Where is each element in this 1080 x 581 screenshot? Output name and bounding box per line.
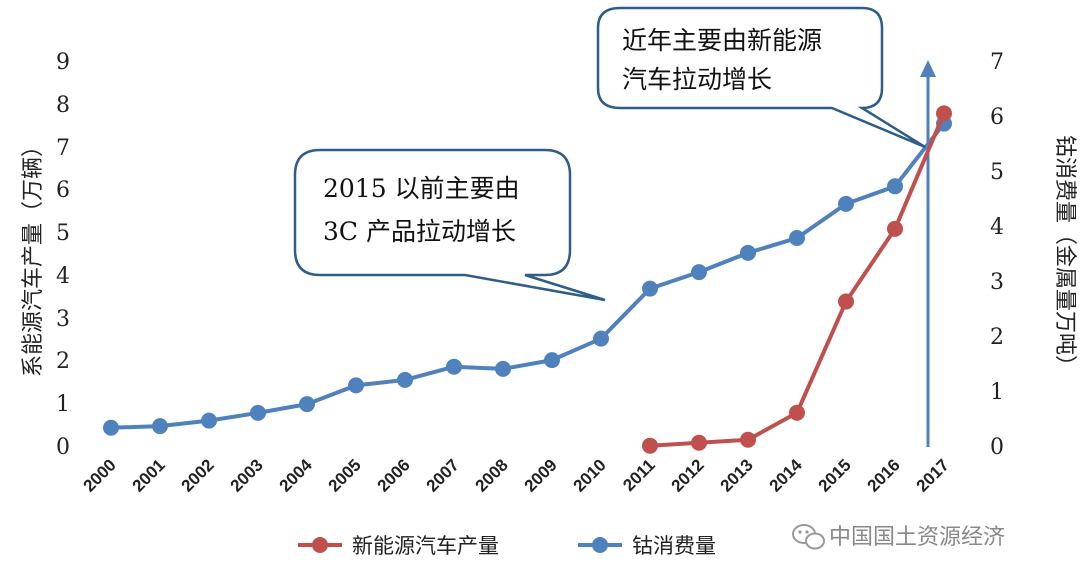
y-right-tick: 0 — [990, 435, 1004, 460]
y-left-tick: 0 — [56, 435, 70, 460]
data-point — [691, 264, 707, 281]
y-right-tick: 1 — [990, 380, 1004, 405]
callout-3c: 2015 以前主要由 3C 产品拉动增长 — [293, 148, 606, 302]
wechat-icon — [792, 524, 825, 550]
right-axis-title: 钴消费量（金属量万吨） — [1052, 135, 1077, 377]
x-tick: 2015 — [815, 455, 855, 495]
series-line — [110, 122, 946, 430]
x-tick: 2009 — [521, 455, 561, 495]
series-nev — [642, 105, 952, 454]
data-point — [936, 105, 952, 122]
x-tick: 2006 — [374, 455, 414, 495]
x-tick: 2017 — [913, 455, 953, 495]
x-tick: 2010 — [570, 455, 610, 495]
x-tick: 2004 — [276, 455, 317, 496]
watermark: 中国国土资源经济 — [792, 524, 1005, 550]
x-tick: 2003 — [227, 455, 267, 495]
left-axis-title: 系能源汽车产量（万辆） — [21, 135, 46, 377]
left-y-axis-ticks: 0 1 2 3 4 5 6 7 8 9 — [56, 50, 70, 460]
callout-nev: 近年主要由新能源 汽车拉动增长 — [596, 6, 926, 149]
data-point — [103, 419, 119, 436]
legend: 新能源汽车产量 钴消费量 — [298, 534, 716, 558]
data-point — [348, 377, 364, 394]
data-point — [250, 404, 266, 421]
data-point — [642, 437, 658, 454]
y-right-tick: 5 — [990, 160, 1004, 185]
legend-item-nev: 新能源汽车产量 — [298, 534, 499, 558]
callout-nev-line2: 汽车拉动增长 — [622, 65, 772, 94]
series-cobalt — [103, 115, 952, 436]
right-y-axis-ticks: 0 1 2 3 4 5 6 7 — [990, 50, 1004, 460]
y-left-tick: 9 — [56, 50, 70, 75]
data-point — [838, 293, 854, 310]
data-point — [838, 195, 854, 212]
y-left-tick: 5 — [56, 221, 70, 246]
x-tick: 2012 — [668, 455, 708, 495]
series-layer — [103, 105, 952, 454]
data-point — [887, 178, 903, 195]
callout-nev-line1: 近年主要由新能源 — [622, 26, 822, 55]
y-right-tick: 3 — [990, 270, 1004, 295]
legend-label-nev: 新能源汽车产量 — [352, 534, 499, 558]
x-tick: 2013 — [717, 455, 757, 495]
legend-marker-cobalt — [592, 537, 608, 553]
y-left-tick: 2 — [56, 349, 70, 374]
x-tick: 2000 — [80, 455, 120, 495]
x-tick: 2008 — [472, 455, 512, 495]
vertical-arrow — [920, 60, 936, 447]
data-point — [887, 220, 903, 237]
y-left-tick: 4 — [56, 264, 70, 289]
data-point — [446, 358, 462, 375]
callout-3c-line1: 2015 以前主要由 — [323, 174, 520, 203]
data-point — [740, 244, 756, 261]
y-right-tick: 7 — [990, 50, 1004, 75]
watermark-text: 中国国土资源经济 — [829, 525, 1005, 550]
x-tick: 2001 — [129, 455, 169, 495]
callout-3c-line2: 3C 产品拉动增长 — [323, 217, 516, 246]
x-tick: 2014 — [766, 455, 807, 496]
data-point — [789, 404, 805, 421]
legend-label-cobalt: 钴消费量 — [632, 534, 716, 558]
data-point — [495, 360, 511, 377]
data-point — [299, 396, 315, 413]
legend-marker-nev — [312, 537, 328, 553]
data-point — [593, 330, 609, 347]
data-point — [642, 280, 658, 297]
data-point — [544, 352, 560, 369]
y-left-tick: 3 — [56, 307, 70, 332]
data-point — [789, 230, 805, 246]
x-tick: 2002 — [178, 455, 218, 495]
y-right-tick: 6 — [990, 105, 1004, 130]
legend-item-cobalt: 钴消费量 — [578, 534, 716, 558]
x-tick: 2007 — [423, 455, 463, 495]
series-line — [649, 112, 946, 448]
data-point — [201, 412, 217, 429]
data-point — [152, 418, 168, 435]
y-left-tick: 7 — [56, 136, 70, 161]
y-right-tick: 2 — [990, 325, 1004, 350]
y-left-tick: 1 — [56, 392, 70, 417]
data-point — [691, 434, 707, 451]
x-axis-ticks: 2000 2001 2002 2003 2004 2005 2006 2007 … — [80, 455, 953, 496]
data-point — [740, 431, 756, 448]
y-left-tick: 6 — [56, 178, 70, 203]
y-left-tick: 8 — [56, 93, 70, 118]
x-tick: 2005 — [325, 455, 365, 495]
y-right-tick: 4 — [990, 215, 1004, 240]
data-point — [397, 371, 413, 388]
x-tick: 2016 — [864, 455, 904, 495]
x-tick: 2011 — [619, 455, 659, 495]
